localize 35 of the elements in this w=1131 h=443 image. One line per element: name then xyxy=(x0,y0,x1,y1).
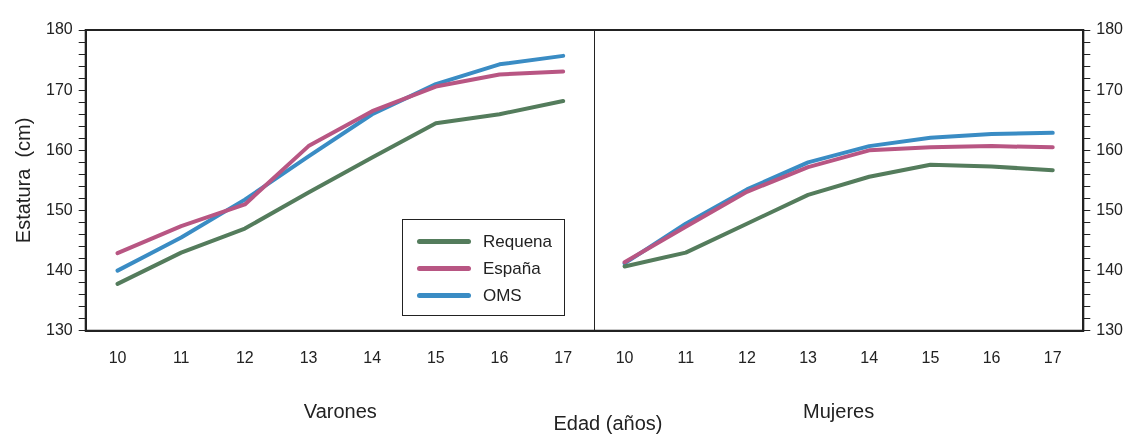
x-tick-label: 12 xyxy=(738,348,756,366)
y-tick-label: 160 xyxy=(45,140,73,158)
legend-label: OMS xyxy=(482,285,522,306)
text: Edad (años) xyxy=(552,412,664,435)
x-tick-label: 14 xyxy=(860,348,879,366)
y-tick-label: 170 xyxy=(1096,80,1124,98)
y-tick-label: 160 xyxy=(1096,140,1124,158)
x-tick-label: 12 xyxy=(235,348,254,366)
y-tick-label: 140 xyxy=(1096,261,1124,279)
x-tick-label: 10 xyxy=(615,348,634,366)
x-tick-label: 13 xyxy=(299,348,318,366)
y-tick-label: 130 xyxy=(1096,321,1124,339)
legend-label: España xyxy=(482,258,541,279)
x-axis-title: Mujeres xyxy=(803,399,875,422)
y-axis-title: Estatura (cm) xyxy=(11,117,34,244)
x-axis-title: Varones xyxy=(303,399,377,422)
x-tick-label: 17 xyxy=(1043,348,1062,366)
x-tick-label: 16 xyxy=(982,348,1001,366)
x-tick-label: 11 xyxy=(172,348,190,366)
x-tick-label: 15 xyxy=(426,348,445,366)
y-tick-label: 150 xyxy=(45,200,73,218)
x-tick-label: 14 xyxy=(363,348,382,366)
y-tick-label: 150 xyxy=(1096,200,1124,218)
y-tick-label: 140 xyxy=(45,261,73,279)
x-tick-label: 11 xyxy=(677,348,695,366)
x-tick-label: 15 xyxy=(921,348,940,366)
y-tick-label: 180 xyxy=(1096,20,1124,38)
y-tick-label: 130 xyxy=(45,321,73,339)
y-tick-label: 180 xyxy=(45,20,73,38)
y-tick-label: 170 xyxy=(45,80,73,98)
legend-label: Requena xyxy=(482,231,552,252)
x-tick-label: 13 xyxy=(799,348,818,366)
x-tick-label: 16 xyxy=(490,348,509,366)
x-tick-label: 10 xyxy=(108,348,127,366)
x-tick-label: 17 xyxy=(554,348,573,366)
